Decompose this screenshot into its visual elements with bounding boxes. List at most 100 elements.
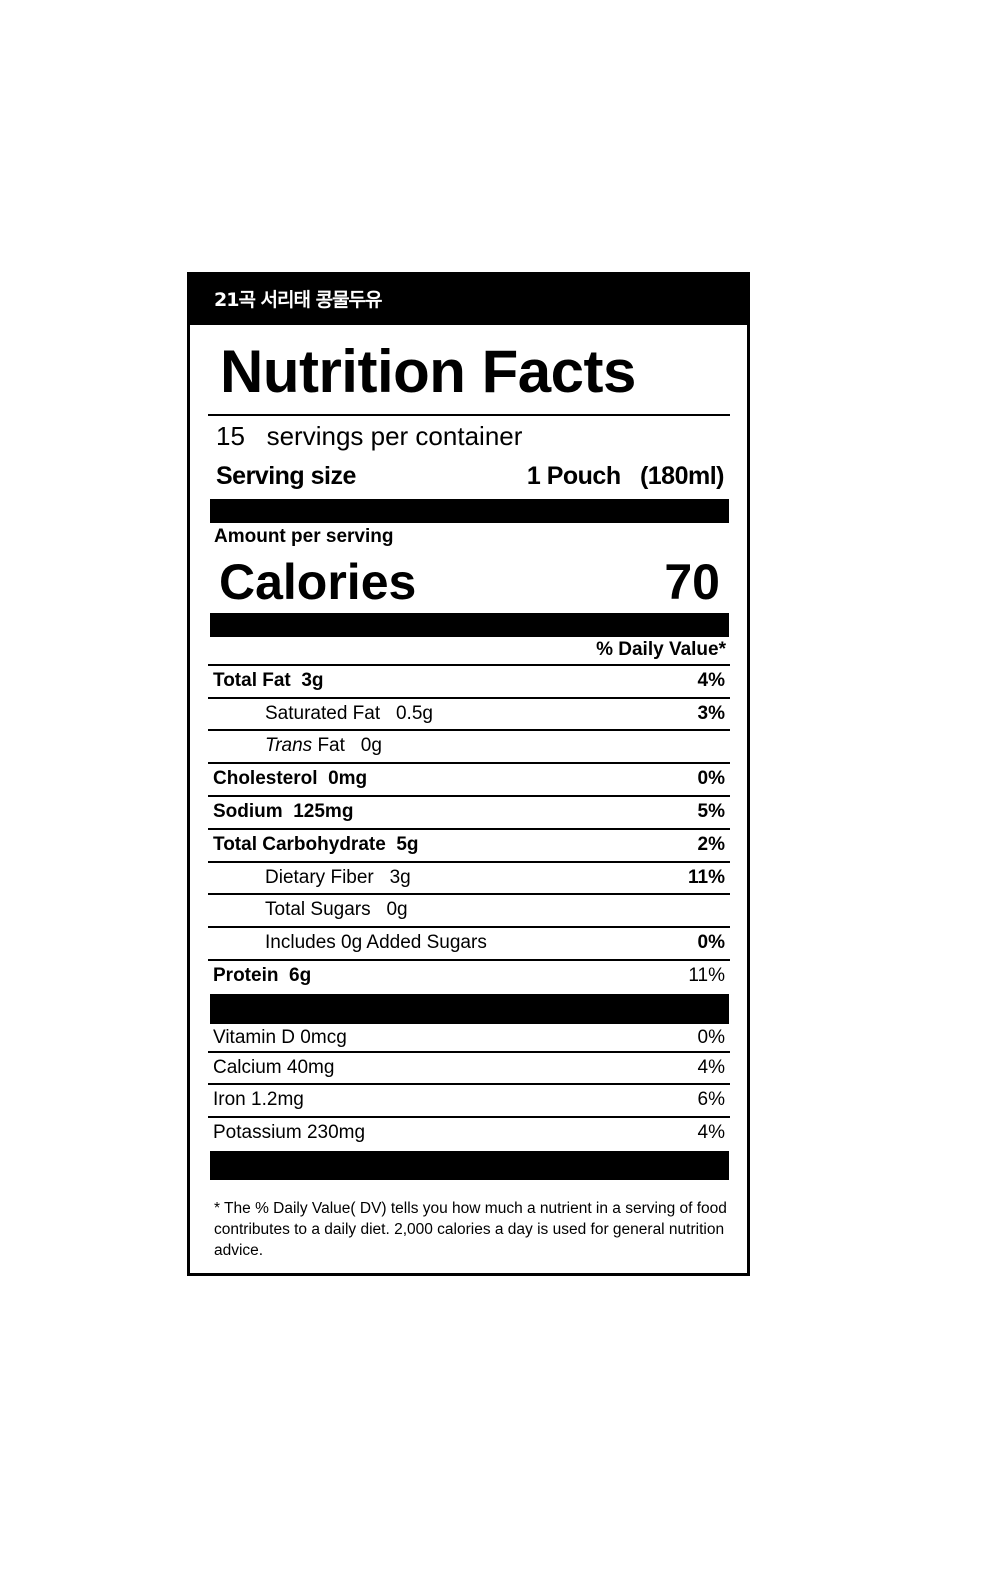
divider <box>208 861 730 863</box>
vitamin-amount: 230mg <box>306 1122 366 1143</box>
nutrient-label: Total Fat <box>213 670 291 691</box>
nutrient-dv: 0% <box>697 932 725 953</box>
divider <box>208 959 730 961</box>
nutrient-amount: 0g <box>386 899 408 920</box>
thick-bar <box>210 613 729 637</box>
nutrient-dv: 5% <box>697 801 725 822</box>
divider <box>208 1083 730 1085</box>
nutrient-name: Sodium 125mg <box>213 797 353 827</box>
divider <box>208 697 730 699</box>
nutrient-row: Protein 6g 11% <box>213 961 725 991</box>
servings-label: servings per container <box>266 421 523 451</box>
vitamin-label: Vitamin D <box>213 1027 296 1048</box>
nutrient-name: Cholesterol 0mg <box>213 764 367 794</box>
nutrient-row: Total Sugars 0g <box>213 895 725 925</box>
nutrient-amount: 0.5g <box>395 703 433 724</box>
nutrient-amount: 6g <box>289 965 312 986</box>
nutrient-amount: 0mg <box>328 768 368 789</box>
divider <box>208 828 730 830</box>
nutrient-row: Sodium 125mg 5% <box>213 797 725 827</box>
nutrient-name: Trans Fat 0g <box>213 731 382 761</box>
nutrition-label: 21곡 서리태 콩물두유 Nutrition Facts 15 servings… <box>187 272 750 1276</box>
vitamin-row: Iron 1.2mg 6% <box>213 1085 725 1115</box>
vitamin-label: Iron <box>213 1089 246 1110</box>
nutrient-dv: 0% <box>697 768 725 789</box>
nutrient-label: Protein <box>213 965 279 986</box>
nutrient-dv: 2% <box>697 834 725 855</box>
footnote: * The % Daily Value( DV) tells you how m… <box>214 1200 727 1259</box>
nutrient-name: Dietary Fiber 3g <box>213 863 411 893</box>
vitamin-dv: 4% <box>697 1122 725 1143</box>
divider <box>208 664 730 666</box>
nutrient-name: Total Fat 3g <box>213 666 324 696</box>
nutrient-label: Fat <box>317 735 345 756</box>
nutrient-dv: 11% <box>688 867 725 888</box>
nutrient-label: Cholesterol <box>213 768 318 789</box>
servings-count: 15 <box>216 421 245 451</box>
vitamin-dv: 0% <box>697 1027 725 1048</box>
nutrient-label: Includes 0g Added Sugars <box>265 932 487 953</box>
vitamin-row: Potassium 230mg 4% <box>213 1118 725 1148</box>
nutrient-row: Includes 0g Added Sugars 0% <box>213 928 725 958</box>
vitamin-label: Potassium <box>213 1122 302 1143</box>
vitamin-row: Calcium 40mg 4% <box>213 1053 725 1083</box>
divider <box>208 1116 730 1118</box>
nutrient-name: Total Carbohydrate 5g <box>213 830 419 860</box>
serving-volume: (180ml) <box>639 462 725 490</box>
nutrient-label: Total Carbohydrate <box>213 834 386 855</box>
nutrient-dv: 3% <box>697 703 725 724</box>
nutrient-label: Dietary Fiber <box>265 867 374 888</box>
serving-size-label: Serving size <box>216 462 356 490</box>
vitamin-row: Vitamin D 0mcg 0% <box>213 1023 725 1053</box>
vitamin-amount: 0mcg <box>300 1027 347 1048</box>
vitamin-amount: 40mg <box>286 1057 335 1078</box>
servings-per-container: 15 servings per container <box>216 421 522 452</box>
title: Nutrition Facts <box>220 338 636 405</box>
vitamin-dv: 4% <box>697 1057 725 1078</box>
divider <box>208 762 730 764</box>
thick-bar <box>210 499 729 523</box>
nutrient-row: Saturated Fat 0.5g 3% <box>213 699 725 729</box>
nutrient-row: Total Fat 3g 4% <box>213 666 725 696</box>
nutrient-row: Dietary Fiber 3g 11% <box>213 863 725 893</box>
nutrient-row: Cholesterol 0mg 0% <box>213 764 725 794</box>
thick-bar <box>210 994 729 1024</box>
nutrient-row: Total Carbohydrate 5g 2% <box>213 830 725 860</box>
serving-amount: 1 Pouch <box>526 462 621 490</box>
divider <box>208 414 730 416</box>
nutrient-amount: 5g <box>396 834 419 855</box>
nutrient-dv: 4% <box>697 670 725 691</box>
nutrient-row: Trans Fat 0g <box>213 731 725 761</box>
vitamin-label: Calcium <box>213 1057 282 1078</box>
divider <box>208 1051 730 1053</box>
serving-size-value: 1 Pouch (180ml) <box>526 462 725 491</box>
nutrient-name: Total Sugars 0g <box>213 895 408 925</box>
nutrient-name: Saturated Fat 0.5g <box>213 699 433 729</box>
calories-label: Calories <box>219 554 417 610</box>
nutrient-label: Saturated Fat <box>265 703 381 724</box>
nutrient-label: Total Sugars <box>265 899 371 920</box>
divider <box>208 926 730 928</box>
nutrient-dv: 11% <box>688 965 725 986</box>
product-name: 21곡 서리태 콩물두유 <box>190 275 747 325</box>
nutrient-name: Protein 6g <box>213 961 311 991</box>
nutrient-amount: 125mg <box>293 801 354 822</box>
divider <box>208 795 730 797</box>
nutrient-label: Sodium <box>213 801 283 822</box>
nutrient-amount: 0g <box>360 735 382 756</box>
divider <box>208 893 730 895</box>
calories-value: 70 <box>664 554 720 610</box>
vitamin-name: Iron 1.2mg <box>213 1085 304 1115</box>
divider <box>208 729 730 731</box>
daily-value-header: % Daily Value* <box>596 639 726 660</box>
vitamin-name: Potassium 230mg <box>213 1118 365 1148</box>
nutrient-amount: 3g <box>301 670 324 691</box>
vitamin-name: Vitamin D 0mcg <box>213 1023 347 1053</box>
amount-per-serving: Amount per serving <box>214 526 394 547</box>
nutrient-name: Includes 0g Added Sugars <box>213 928 487 958</box>
vitamin-name: Calcium 40mg <box>213 1053 334 1083</box>
vitamin-dv: 6% <box>697 1089 725 1110</box>
nutrient-amount: 3g <box>389 867 411 888</box>
thick-bar <box>210 1151 729 1180</box>
nutrient-name-italic: Trans <box>265 735 313 756</box>
